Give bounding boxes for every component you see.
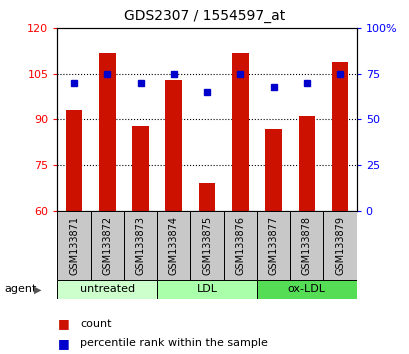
Bar bbox=[256, 280, 356, 299]
Bar bbox=[124, 211, 157, 280]
Text: GSM133875: GSM133875 bbox=[202, 216, 211, 275]
Text: GSM133874: GSM133874 bbox=[169, 216, 178, 275]
Bar bbox=[90, 211, 124, 280]
Text: GSM133871: GSM133871 bbox=[69, 216, 79, 275]
Text: LDL: LDL bbox=[196, 284, 217, 295]
Bar bbox=[99, 53, 115, 211]
Bar bbox=[132, 126, 148, 211]
Text: GSM133872: GSM133872 bbox=[102, 216, 112, 275]
Bar bbox=[323, 211, 356, 280]
Text: untreated: untreated bbox=[79, 284, 135, 295]
Text: agent: agent bbox=[4, 284, 36, 295]
Bar bbox=[331, 62, 348, 211]
Bar bbox=[231, 53, 248, 211]
Bar bbox=[198, 183, 215, 211]
Text: GSM133878: GSM133878 bbox=[301, 216, 311, 275]
Bar bbox=[57, 211, 90, 280]
Bar bbox=[65, 110, 82, 211]
Text: ■: ■ bbox=[57, 337, 69, 350]
Bar bbox=[290, 211, 323, 280]
Text: ▶: ▶ bbox=[34, 284, 41, 295]
Bar bbox=[256, 211, 290, 280]
Bar bbox=[298, 116, 315, 211]
Text: ox-LDL: ox-LDL bbox=[287, 284, 325, 295]
Bar bbox=[265, 129, 281, 211]
Bar bbox=[57, 280, 157, 299]
Text: GDS2307 / 1554597_at: GDS2307 / 1554597_at bbox=[124, 9, 285, 23]
Text: ■: ■ bbox=[57, 318, 69, 330]
Bar bbox=[223, 211, 256, 280]
Bar bbox=[157, 211, 190, 280]
Text: GSM133876: GSM133876 bbox=[235, 216, 245, 275]
Text: GSM133877: GSM133877 bbox=[268, 216, 278, 275]
Bar bbox=[165, 80, 182, 211]
Bar bbox=[190, 211, 223, 280]
Bar bbox=[157, 280, 256, 299]
Text: GSM133873: GSM133873 bbox=[135, 216, 145, 275]
Text: GSM133879: GSM133879 bbox=[334, 216, 344, 275]
Text: percentile rank within the sample: percentile rank within the sample bbox=[80, 338, 267, 348]
Text: count: count bbox=[80, 319, 111, 329]
